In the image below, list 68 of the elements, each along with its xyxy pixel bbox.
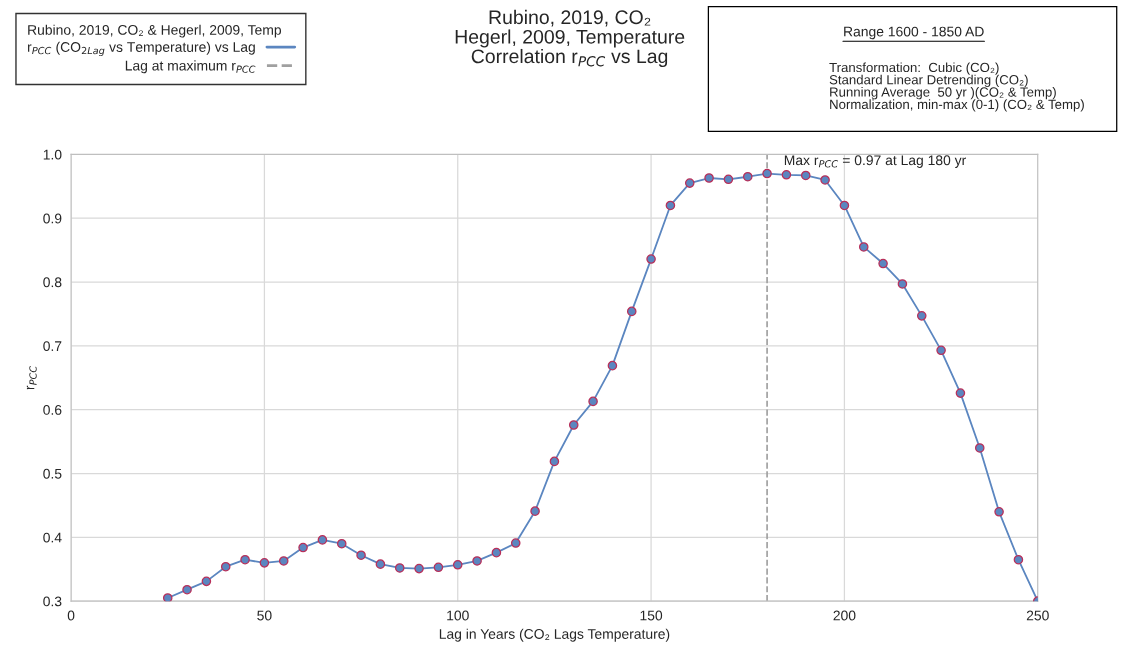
text: Range 1600 - 1850 AD bbox=[844, 26, 984, 40]
point bbox=[1013, 554, 1024, 565]
point bbox=[762, 168, 772, 179]
point bbox=[510, 538, 521, 548]
point bbox=[162, 593, 173, 602]
x-tick-label: 150 bbox=[640, 610, 663, 621]
point bbox=[839, 200, 850, 211]
x-axis-title: Lag in Years (CO₂ Lags Temperature) bbox=[439, 628, 670, 642]
point bbox=[568, 420, 579, 430]
text: Transformation: Cubic (CO₂) Standard Linear Detrending (CO₂) Running Average 50 yr )(CO₂ & Temp) Normalization, min-max (0-1) (CO₂ & Temp) bbox=[829, 62, 1084, 112]
point bbox=[858, 242, 869, 252]
point bbox=[240, 554, 250, 565]
point bbox=[684, 178, 695, 188]
point bbox=[530, 506, 540, 516]
point bbox=[375, 559, 386, 569]
point bbox=[800, 170, 811, 181]
point bbox=[317, 535, 328, 545]
legend-label: Lag at maximum r$_{PCC}$ bbox=[125, 60, 256, 74]
point bbox=[452, 559, 463, 570]
point bbox=[433, 562, 444, 573]
point bbox=[646, 254, 656, 264]
point bbox=[916, 311, 927, 321]
point bbox=[549, 456, 560, 467]
y-tick-label: 0.7 bbox=[43, 341, 62, 352]
x-tick-label: 100 bbox=[447, 610, 469, 621]
point bbox=[878, 258, 888, 269]
x-tick-label: 0 bbox=[67, 610, 75, 621]
y-tick-label: 0.9 bbox=[43, 213, 62, 224]
y-tick-label: 0.3 bbox=[43, 596, 62, 607]
point bbox=[201, 576, 212, 587]
x-tick-label: 250 bbox=[1026, 610, 1049, 621]
point bbox=[665, 200, 676, 211]
y-tick-label: 0.6 bbox=[43, 405, 62, 415]
point bbox=[820, 175, 830, 185]
point bbox=[336, 538, 347, 549]
point bbox=[723, 174, 734, 185]
point bbox=[704, 173, 714, 183]
point bbox=[742, 171, 753, 182]
point bbox=[182, 584, 192, 595]
point bbox=[936, 345, 946, 356]
point bbox=[414, 563, 424, 574]
point bbox=[472, 556, 482, 566]
point bbox=[781, 170, 792, 180]
point bbox=[220, 561, 231, 572]
x-tick-label: 50 bbox=[257, 610, 272, 621]
point bbox=[955, 388, 966, 398]
y-axis-title: r$_{PCC}$ bbox=[26, 365, 37, 390]
y-tick-label: 0.8 bbox=[43, 277, 62, 288]
y-tick-label: 0.5 bbox=[43, 468, 62, 479]
x-tick-label: 200 bbox=[833, 610, 856, 621]
point bbox=[298, 542, 308, 553]
point bbox=[897, 279, 908, 289]
point bbox=[491, 547, 502, 558]
point bbox=[626, 306, 637, 317]
point bbox=[356, 550, 366, 560]
point bbox=[394, 563, 405, 573]
chart-title: Rubino, 2019, CO₂ Hegerl, 2009, Temperature Correlation r$_{PCC}$ vs Lag bbox=[455, 9, 685, 68]
point bbox=[588, 396, 598, 407]
point bbox=[278, 556, 289, 566]
legend-title: Rubino, 2019, CO₂ & Hegerl, 2009, Temp bbox=[28, 24, 282, 38]
point bbox=[607, 360, 618, 371]
point bbox=[994, 507, 1004, 517]
point bbox=[974, 443, 985, 453]
y-tick-label: 0.4 bbox=[43, 532, 62, 543]
point bbox=[259, 558, 270, 568]
legend-label: r$_{PCC}$ (CO$_{2Lag}$ vs Temperature) vs Lag bbox=[28, 41, 255, 57]
y-tick-label: 1.0 bbox=[43, 149, 62, 160]
annotation: Max r$_{PCC}$ = 0.97 at Lag 180 yr bbox=[784, 155, 966, 168]
